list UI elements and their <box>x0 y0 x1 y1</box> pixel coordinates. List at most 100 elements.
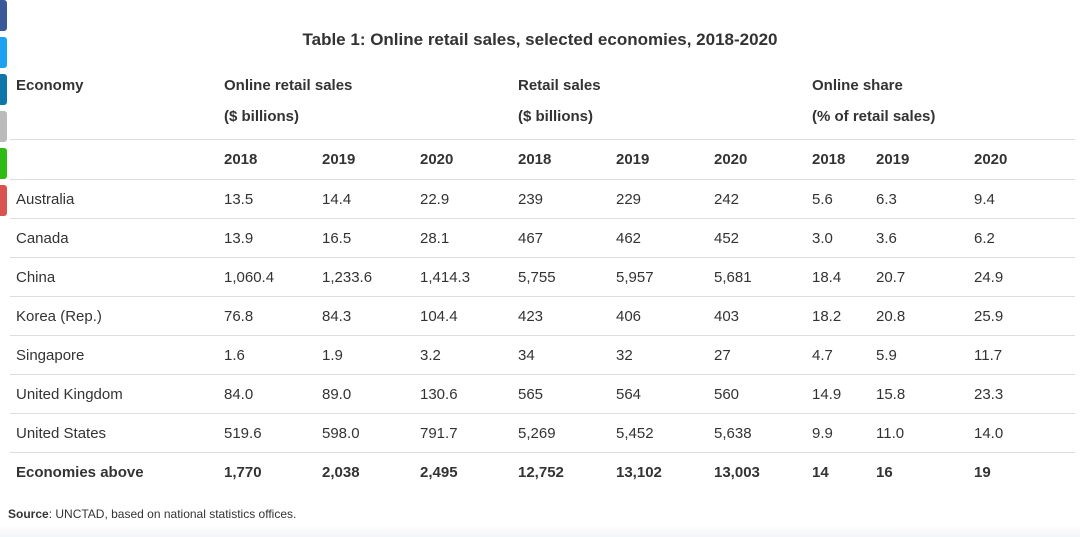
group-header-online-retail-sales: Online retail sales ($ billions) <box>218 60 512 140</box>
value-cell: 406 <box>610 296 708 336</box>
value-cell: 1,414.3 <box>414 257 512 297</box>
economy-cell: Canada <box>10 218 218 258</box>
value-cell: 9.9 <box>806 413 870 453</box>
wechat-icon[interactable] <box>0 148 7 179</box>
value-cell: 84.0 <box>218 374 316 414</box>
value-cell: 5.9 <box>870 335 968 375</box>
value-cell: 32 <box>610 335 708 375</box>
value-cell: 229 <box>610 179 708 219</box>
source-text: : UNCTAD, based on national statistics o… <box>48 507 297 521</box>
value-cell: 242 <box>708 179 806 219</box>
value-cell: 12,752 <box>512 452 610 492</box>
value-cell: 18.4 <box>806 257 870 297</box>
source-label: Source <box>8 507 49 521</box>
bottom-fade <box>0 525 1080 537</box>
value-cell: 13.5 <box>218 179 316 219</box>
value-cell: 13.9 <box>218 218 316 258</box>
value-cell: 24.9 <box>968 257 1075 297</box>
value-cell: 3.0 <box>806 218 870 258</box>
linkedin-icon[interactable] <box>0 74 7 105</box>
group-unit: ($ billions) <box>224 108 299 125</box>
value-cell: 5,269 <box>512 413 610 453</box>
value-cell: 5,681 <box>708 257 806 297</box>
value-cell: 14 <box>806 452 870 492</box>
twitter-icon[interactable] <box>0 37 7 68</box>
table-row: China 1,060.4 1,233.6 1,414.3 5,755 5,957 5,68… <box>10 257 1075 297</box>
value-cell: 5,452 <box>610 413 708 453</box>
table-row: Canada 13.9 16.5 28.1 467 462 452 3.0 3.6 6.2 <box>10 218 1075 258</box>
economy-cell: Economies above <box>10 452 218 492</box>
year-header: 2019 <box>870 139 968 180</box>
year-header: 2019 <box>316 139 414 180</box>
economy-cell: Korea (Rep.) <box>10 296 218 336</box>
value-cell: 13,003 <box>708 452 806 492</box>
value-cell: 3.6 <box>870 218 968 258</box>
year-header: 2018 <box>806 139 870 180</box>
economy-cell: Singapore <box>10 335 218 375</box>
value-cell: 76.8 <box>218 296 316 336</box>
value-cell: 1,233.6 <box>316 257 414 297</box>
value-cell: 13,102 <box>610 452 708 492</box>
year-header: 2018 <box>218 139 316 180</box>
value-cell: 423 <box>512 296 610 336</box>
economy-header: Economy <box>16 77 84 94</box>
value-cell: 239 <box>512 179 610 219</box>
value-cell: 5.6 <box>806 179 870 219</box>
value-cell: 5,755 <box>512 257 610 297</box>
value-cell: 25.9 <box>968 296 1075 336</box>
value-cell: 1,770 <box>218 452 316 492</box>
value-cell: 11.0 <box>870 413 968 453</box>
header-row-groups: Economy Online retail sales ($ billions)… <box>10 60 1075 140</box>
total-row: Economies above 1,770 2,038 2,495 12,752 13,1… <box>10 452 1075 492</box>
value-cell: 14.9 <box>806 374 870 414</box>
value-cell: 23.3 <box>968 374 1075 414</box>
social-share-bar <box>0 0 7 222</box>
facebook-icon[interactable] <box>0 0 7 31</box>
year-header: 2020 <box>708 139 806 180</box>
value-cell: 20.8 <box>870 296 968 336</box>
value-cell: 519.6 <box>218 413 316 453</box>
value-cell: 1.9 <box>316 335 414 375</box>
value-cell: 403 <box>708 296 806 336</box>
header-row-years: 2018 2019 2020 2018 2019 2020 2018 2019 2020 <box>10 139 1075 180</box>
value-cell: 2,038 <box>316 452 414 492</box>
value-cell: 5,957 <box>610 257 708 297</box>
group-name: Online retail sales <box>224 77 353 94</box>
table-row: United States 519.6 598.0 791.7 5,269 5,452 5,… <box>10 413 1075 453</box>
value-cell: 16 <box>870 452 968 492</box>
value-cell: 14.4 <box>316 179 414 219</box>
value-cell: 565 <box>512 374 610 414</box>
value-cell: 18.2 <box>806 296 870 336</box>
group-header-retail-sales: Retail sales ($ billions) <box>512 60 806 140</box>
share-icon[interactable] <box>0 185 7 216</box>
economy-cell: United States <box>10 413 218 453</box>
table-row: Singapore 1.6 1.9 3.2 34 32 27 4.7 5.9 11.7 <box>10 335 1075 375</box>
table-body: Australia 13.5 14.4 22.9 239 229 242 5.6 6.3 9.4 C… <box>10 179 1075 492</box>
year-header-blank <box>10 139 218 180</box>
value-cell: 6.3 <box>870 179 968 219</box>
year-header: 2018 <box>512 139 610 180</box>
group-unit: (% of retail sales) <box>812 108 936 125</box>
group-header-online-share: Online share (% of retail sales) <box>806 60 1075 140</box>
value-cell: 84.3 <box>316 296 414 336</box>
table-row: Korea (Rep.) 76.8 84.3 104.4 423 406 403 18.2 20… <box>10 296 1075 336</box>
value-cell: 560 <box>708 374 806 414</box>
value-cell: 2,495 <box>414 452 512 492</box>
year-header: 2019 <box>610 139 708 180</box>
value-cell: 452 <box>708 218 806 258</box>
value-cell: 104.4 <box>414 296 512 336</box>
group-name: Online share <box>812 77 903 94</box>
value-cell: 598.0 <box>316 413 414 453</box>
group-unit: ($ billions) <box>518 108 593 125</box>
value-cell: 1.6 <box>218 335 316 375</box>
value-cell: 16.5 <box>316 218 414 258</box>
value-cell: 34 <box>512 335 610 375</box>
email-icon[interactable] <box>0 111 7 142</box>
value-cell: 11.7 <box>968 335 1075 375</box>
value-cell: 20.7 <box>870 257 968 297</box>
value-cell: 14.0 <box>968 413 1075 453</box>
retail-sales-table: Economy Online retail sales ($ billions)… <box>10 60 1075 492</box>
value-cell: 19 <box>968 452 1075 492</box>
value-cell: 22.9 <box>414 179 512 219</box>
value-cell: 5,638 <box>708 413 806 453</box>
